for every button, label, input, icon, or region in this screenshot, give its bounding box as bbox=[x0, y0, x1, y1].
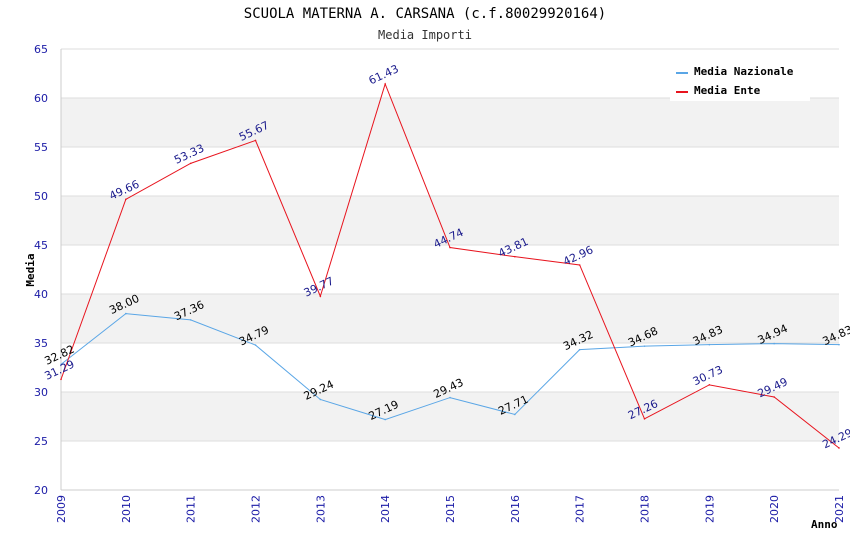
data-point bbox=[773, 396, 775, 398]
y-tick-label: 45 bbox=[34, 239, 48, 252]
data-point bbox=[578, 264, 581, 266]
x-tick-label: 2021 bbox=[833, 495, 846, 523]
x-tick-label: 2020 bbox=[768, 495, 781, 523]
y-tick-label: 20 bbox=[34, 484, 48, 497]
series-lines bbox=[60, 82, 840, 449]
background-band bbox=[61, 343, 839, 392]
x-axis-ticks: 2009 2010 2011 2012 2013 2014 2015 2016 2017 2018… bbox=[55, 495, 846, 523]
data-point bbox=[514, 413, 516, 416]
y-tick-label: 60 bbox=[34, 92, 48, 105]
data-point bbox=[125, 198, 127, 201]
data-point bbox=[773, 342, 775, 345]
data-point bbox=[60, 363, 62, 366]
legend: Media Nazionale Media Ente bbox=[670, 58, 810, 101]
x-tick-label: 2011 bbox=[185, 495, 198, 523]
x-axis-label: Anno bbox=[811, 518, 838, 531]
y-tick-label: 35 bbox=[34, 337, 48, 350]
data-point bbox=[708, 343, 711, 346]
data-point bbox=[838, 447, 840, 449]
x-tick-label: 2013 bbox=[314, 495, 327, 523]
y-tick-label: 50 bbox=[34, 190, 48, 203]
data-point bbox=[319, 398, 322, 401]
data-point bbox=[384, 83, 386, 85]
background-band bbox=[61, 294, 839, 343]
x-tick-label: 2012 bbox=[250, 495, 263, 523]
chart-title: SCUOLA MATERNA A. CARSANA (c.f.800299201… bbox=[244, 6, 606, 22]
x-tick-label: 2018 bbox=[639, 495, 652, 523]
data-point bbox=[125, 312, 127, 315]
data-point bbox=[838, 343, 840, 346]
gridlines bbox=[61, 48, 839, 491]
x-tick-label: 2017 bbox=[574, 495, 587, 523]
y-tick-label: 55 bbox=[34, 141, 48, 154]
data-point bbox=[449, 396, 451, 399]
background-bands bbox=[61, 49, 839, 490]
legend-box bbox=[670, 58, 810, 101]
data-point bbox=[708, 384, 711, 386]
y-tick-label: 30 bbox=[34, 386, 48, 399]
background-band bbox=[61, 196, 839, 245]
legend-label-media-nazionale: Media Nazionale bbox=[694, 65, 794, 78]
data-point bbox=[254, 344, 257, 346]
data-point bbox=[514, 255, 516, 258]
data-point bbox=[254, 139, 257, 142]
data-point bbox=[189, 162, 192, 165]
x-tick-label: 2010 bbox=[120, 495, 133, 523]
data-point bbox=[449, 246, 451, 249]
y-tick-label: 40 bbox=[34, 288, 48, 301]
background-band bbox=[61, 441, 839, 490]
background-band bbox=[61, 147, 839, 196]
x-tick-label: 2014 bbox=[379, 495, 392, 523]
x-tick-label: 2016 bbox=[509, 495, 522, 523]
data-point bbox=[60, 378, 62, 381]
background-band bbox=[61, 98, 839, 147]
y-tick-label: 25 bbox=[34, 435, 48, 448]
data-point bbox=[578, 348, 581, 351]
axes bbox=[60, 49, 839, 491]
x-tick-label: 2019 bbox=[703, 495, 716, 523]
data-point bbox=[384, 418, 386, 421]
data-point bbox=[643, 345, 646, 347]
x-tick-label: 2015 bbox=[444, 495, 457, 523]
x-tick-label: 2009 bbox=[55, 495, 68, 523]
data-point bbox=[319, 295, 322, 298]
legend-label-media-ente: Media Ente bbox=[694, 84, 761, 97]
background-band bbox=[61, 392, 839, 441]
data-point bbox=[643, 418, 646, 420]
background-band bbox=[61, 245, 839, 294]
data-point bbox=[189, 319, 192, 321]
y-axis-label: Media bbox=[24, 253, 37, 286]
y-axis-ticks: 20 25 30 35 40 45 50 55 60 65 bbox=[34, 43, 48, 497]
y-tick-label: 65 bbox=[34, 43, 48, 56]
chart-subtitle: Media Importi bbox=[378, 28, 472, 42]
